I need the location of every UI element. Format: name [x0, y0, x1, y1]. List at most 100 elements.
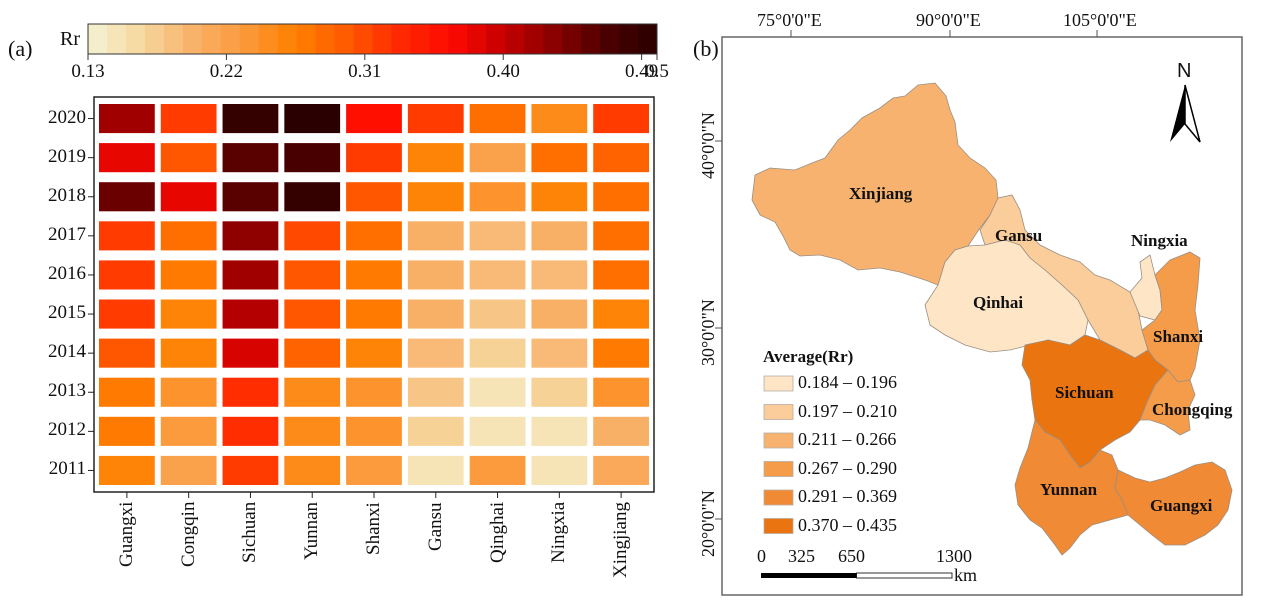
heatmap-cell — [531, 299, 588, 329]
heatmap-cell — [284, 338, 341, 368]
x-tick-label: Guangxi — [115, 501, 137, 567]
colorbar-step — [258, 24, 279, 54]
heatmap-cell — [407, 416, 464, 446]
colorbar-step — [600, 24, 620, 54]
colorbar-step — [334, 24, 355, 54]
region-label-xinjiang: Xinjiang — [849, 184, 913, 203]
region-label-shanxi: Shanxi — [1153, 327, 1204, 346]
region-label-yunnan: Yunnan — [1040, 480, 1098, 499]
heatmap-cell — [284, 455, 341, 485]
colorbar-step — [410, 24, 430, 54]
colorbar-step — [353, 24, 373, 54]
legend-item-label: 0.370 – 0.435 — [798, 514, 897, 535]
heatmap-cell — [593, 377, 649, 407]
region-label-sichuan: Sichuan — [1055, 383, 1114, 402]
colorbar-step — [277, 24, 298, 54]
x-tick-label: Congqin — [177, 501, 199, 567]
heatmap-cell — [346, 260, 402, 290]
y-tick-label: 2016 — [48, 262, 86, 284]
north-arrow-icon — [1170, 84, 1201, 143]
region-gansu — [979, 194, 1149, 359]
colorbar-step — [391, 24, 411, 54]
colorbar-step — [543, 24, 563, 54]
longitude-label: 90°0'0"E — [916, 10, 981, 30]
heatmap-cell — [99, 338, 155, 368]
heatmap-cell — [407, 338, 464, 368]
heatmap-cell — [346, 377, 402, 407]
colorbar-step — [562, 24, 582, 54]
heatmap-cell — [593, 182, 649, 212]
colorbar-step — [296, 24, 317, 54]
heatmap-cell — [99, 143, 155, 173]
colorbar-step — [505, 24, 525, 54]
scale-bar-label: 325 — [788, 546, 815, 566]
scale-bar-label: 0 — [757, 546, 766, 566]
heatmap-cell — [222, 143, 279, 173]
heatmap-cell — [593, 455, 649, 485]
heatmap-cell — [531, 260, 588, 290]
heatmap-cell — [346, 143, 402, 173]
heatmap-cell — [407, 221, 464, 251]
heatmap-cell — [99, 455, 155, 485]
colorbar-step — [88, 24, 108, 54]
colorbar-tick-label: 0.31 — [348, 61, 382, 82]
heatmap-cell — [593, 104, 649, 134]
y-tick-label: 2015 — [48, 302, 86, 324]
legend-swatch — [763, 375, 794, 392]
y-tick-label: 2018 — [48, 184, 86, 206]
heatmap-cell — [160, 182, 217, 212]
region-label-gansu: Gansu — [995, 226, 1043, 245]
heatmap-cell — [469, 143, 526, 173]
colorbar-step — [315, 24, 336, 54]
colorbar-tick-label: 0.5 — [645, 61, 669, 82]
longitude-label: 105°0'0"E — [1063, 10, 1137, 30]
heatmap-cell — [160, 455, 217, 485]
heatmap-cell — [346, 104, 402, 134]
heatmap-cell — [284, 377, 341, 407]
y-tick-label: 2017 — [48, 223, 86, 245]
legend-swatch — [763, 518, 794, 534]
colorbar-tick-label: 0.13 — [71, 61, 105, 82]
latitude-label: 20°0'0"N — [698, 490, 718, 557]
colorbar-step — [467, 24, 487, 54]
colorbar-step — [372, 24, 392, 54]
heatmap-cell — [99, 416, 155, 446]
legend-item-label: 0.184 – 0.196 — [798, 372, 897, 392]
heatmap-cell — [222, 455, 279, 485]
heatmap-cell — [160, 260, 217, 290]
legend-item-label: 0.291 – 0.369 — [798, 486, 897, 506]
heatmap-cell — [160, 338, 217, 368]
heatmap-cell — [284, 221, 341, 251]
legend-title: Average(Rr) — [763, 347, 854, 366]
colorbar-frame — [87, 23, 658, 55]
heatmap-cell — [469, 455, 526, 485]
heatmap-cell — [469, 260, 526, 290]
heatmap-cell — [531, 455, 588, 485]
y-tick-label: 2020 — [48, 106, 86, 128]
colorbar-tick-label: 0.49 — [624, 61, 659, 82]
legend-item-label: 0.267 – 0.290 — [798, 457, 897, 478]
heatmap-cell — [531, 221, 588, 251]
heatmap-cell — [346, 182, 402, 212]
heatmap-cell — [284, 182, 341, 212]
scale-bar-label: 650 — [838, 546, 865, 566]
heatmap-chart — [87, 23, 658, 498]
heatmap-cell — [222, 377, 279, 407]
colorbar-step — [581, 24, 601, 54]
heatmap-cell — [407, 260, 464, 290]
heatmap-cell — [469, 221, 526, 251]
heatmap-cell — [407, 377, 464, 407]
heatmap-cell — [222, 260, 279, 290]
heatmap-cell — [469, 182, 526, 212]
heatmap-cell — [160, 416, 217, 446]
colorbar-step — [220, 24, 241, 54]
legend-swatch — [763, 461, 794, 477]
heatmap-cell — [593, 299, 649, 329]
colorbar-step — [125, 24, 146, 54]
legend-swatch — [763, 489, 794, 506]
north-label: N — [1177, 60, 1192, 82]
heatmap-cell — [407, 143, 464, 173]
y-tick-label: 2013 — [48, 380, 86, 402]
heatmap-cell — [469, 377, 526, 407]
heatmap-cell — [593, 416, 649, 446]
